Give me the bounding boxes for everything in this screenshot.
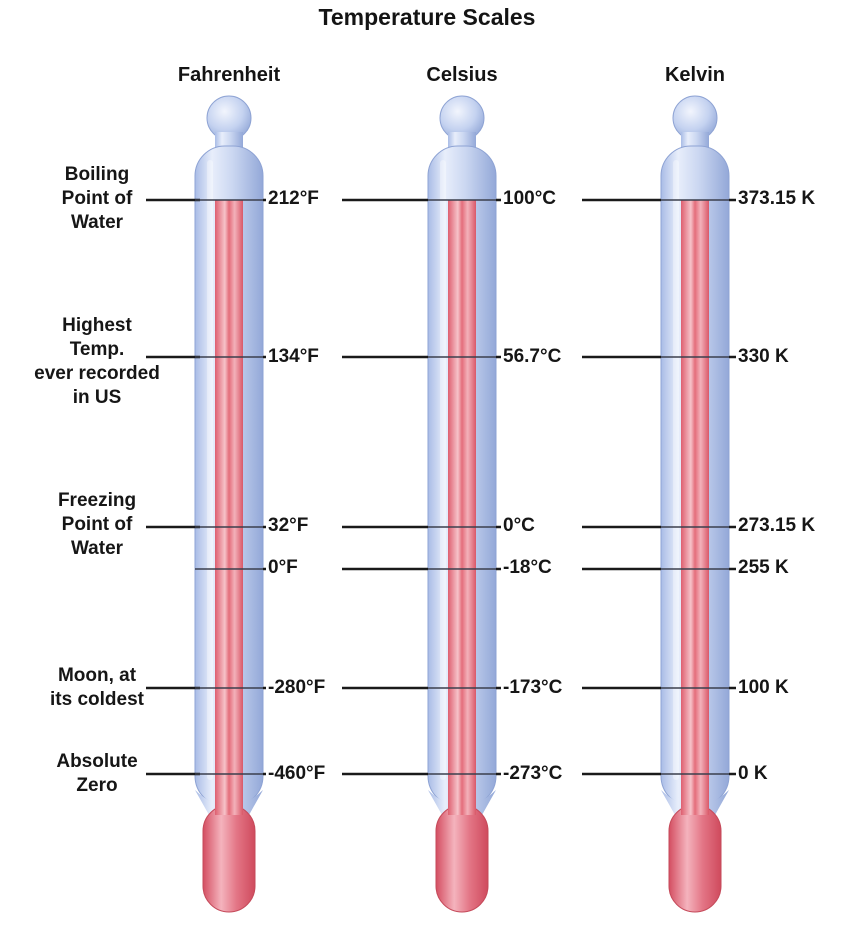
thermometer-celsius-icon [427,95,497,913]
value-fahrenheit-moon: -280°F [268,677,326,698]
value-kelvin-highest: 330 K [738,346,789,367]
value-kelvin-freezing: 273.15 K [738,515,816,536]
value-celsius-freezing: 0°C [503,515,535,536]
scale-heading-fahrenheit: Fahrenheit [177,64,281,86]
thermometer-kelvin-icon [660,95,730,913]
row-label-absolute-zero: Absolute Zero [56,751,138,796]
value-fahrenheit-absolute-zero: -460°F [268,763,326,784]
row-label-moon-coldest: Moon, at its coldest [50,665,144,710]
diagram-title: Temperature Scales [318,4,536,30]
value-celsius-moon: -173°C [503,677,563,698]
value-fahrenheit-freezing: 32°F [268,515,309,536]
value-celsius-highest: 56.7°C [503,346,562,367]
value-celsius-absolute-zero: -273°C [503,763,563,784]
value-kelvin-moon: 100 K [738,677,789,698]
value-kelvin-boiling: 373.15 K [738,188,816,209]
value-fahrenheit-zero: 0°F [268,557,298,578]
thermometer-fahrenheit-icon [194,95,264,913]
value-celsius-zero-f: -18°C [503,557,552,578]
value-kelvin-absolute-zero: 0 K [738,763,768,784]
row-label-freezing-point: Freezing Point of Water [57,490,137,559]
value-kelvin-zero-f: 255 K [738,557,789,578]
value-celsius-boiling: 100°C [503,188,557,209]
scale-heading-kelvin: Kelvin [664,64,726,86]
row-label-boiling-point: Boiling Point of Water [61,164,133,233]
row-label-highest-temp-us: Highest Temp. ever recorded in US [34,315,160,408]
value-fahrenheit-highest: 134°F [268,346,319,367]
scale-heading-celsius: Celsius [426,64,498,86]
value-fahrenheit-boiling: 212°F [268,188,319,209]
